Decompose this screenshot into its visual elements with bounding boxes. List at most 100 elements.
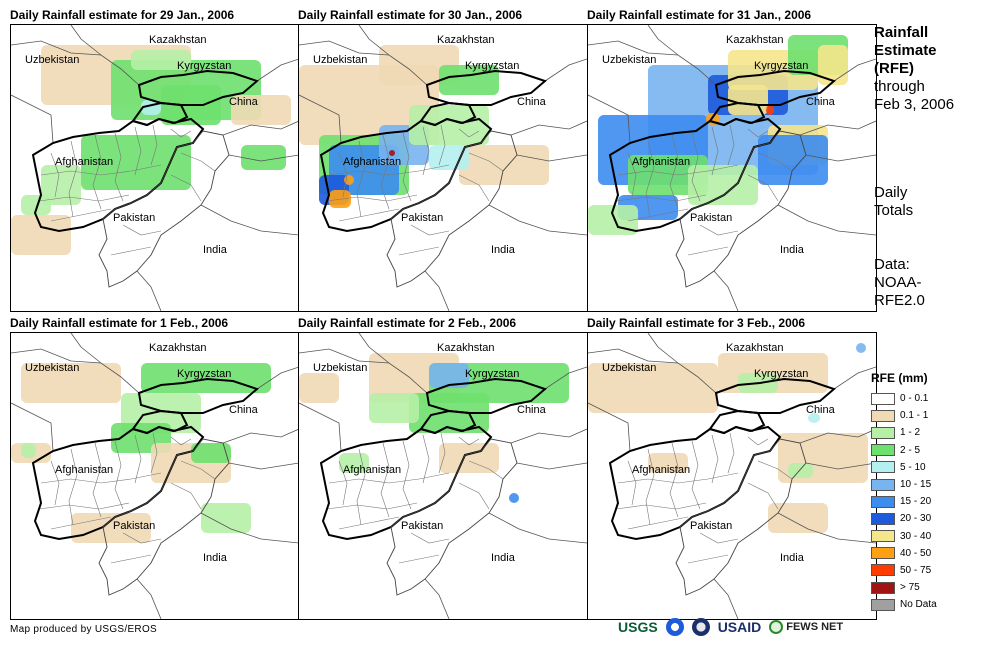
province-border bbox=[757, 460, 793, 480]
pakistan-outline bbox=[675, 130, 807, 288]
panel-title: Daily Rainfall estimate for 1 Feb., 2006 bbox=[10, 316, 229, 330]
legend-title: RFE (mm) bbox=[871, 371, 928, 385]
country-label-kyrgyzstan: Kyrgyzstan bbox=[177, 368, 231, 380]
legend-item: 0 - 0.1 bbox=[871, 390, 937, 407]
rainfall-area bbox=[788, 463, 813, 478]
country-border bbox=[647, 333, 679, 364]
country-border bbox=[424, 578, 450, 619]
province-border bbox=[458, 174, 490, 202]
province-border bbox=[38, 194, 130, 202]
province-border bbox=[699, 224, 739, 236]
province-border bbox=[617, 472, 739, 484]
province-border bbox=[398, 554, 440, 564]
province-border bbox=[757, 152, 793, 172]
province-border bbox=[170, 174, 202, 202]
legend-swatch bbox=[871, 444, 895, 457]
province-border bbox=[338, 208, 400, 222]
map-panel-30-jan: Daily Rainfall estimate for 30 Jan., 200… bbox=[298, 8, 588, 312]
country-border bbox=[228, 462, 299, 470]
province-border bbox=[615, 194, 707, 202]
rainfall-area bbox=[131, 50, 191, 70]
province-border bbox=[422, 434, 430, 484]
province-border bbox=[40, 472, 162, 484]
province-border bbox=[691, 440, 701, 510]
legend-label: 30 - 40 bbox=[900, 530, 932, 542]
country-label-pakistan: Pakistan bbox=[401, 520, 443, 532]
country-label-kazakhstan: Kazakhstan bbox=[149, 342, 206, 354]
usaid-logo: USAID bbox=[718, 619, 762, 635]
province-border bbox=[134, 434, 142, 484]
sidebar-data-source: Data: NOAA- RFE2.0 bbox=[874, 256, 925, 310]
province-border bbox=[68, 448, 78, 526]
credit-text: Map produced by USGS/EROS bbox=[10, 624, 158, 635]
country-label-india: India bbox=[203, 552, 228, 564]
pakistan-outline bbox=[675, 438, 807, 596]
country-border bbox=[544, 58, 587, 82]
country-border bbox=[805, 154, 876, 162]
province-border bbox=[410, 224, 450, 236]
province-border bbox=[134, 126, 142, 176]
province-border bbox=[747, 128, 769, 138]
province-border bbox=[615, 502, 707, 510]
usaid-logo-text: USAID bbox=[717, 619, 762, 635]
sidebar-data-line: RFE2.0 bbox=[874, 292, 925, 309]
country-border bbox=[777, 204, 876, 236]
pakistan-outline bbox=[386, 438, 518, 596]
country-border bbox=[488, 512, 587, 544]
country-label-uzbekistan: Uzbekistan bbox=[25, 362, 79, 374]
legend-label: 1 - 2 bbox=[900, 427, 921, 439]
legend-label: 40 - 50 bbox=[900, 547, 932, 559]
country-label-china: China bbox=[517, 404, 547, 416]
country-border bbox=[358, 25, 390, 56]
province-border bbox=[747, 436, 769, 446]
province-border bbox=[687, 554, 729, 564]
province-border bbox=[180, 460, 216, 480]
sidebar-title-line: (RFE) bbox=[874, 60, 914, 77]
province-border bbox=[180, 152, 216, 172]
sidebar-totals-line: Totals bbox=[874, 202, 914, 219]
country-border bbox=[799, 428, 876, 444]
rainfall-area bbox=[509, 493, 519, 503]
legend-item: 2 - 5 bbox=[871, 442, 937, 459]
rainfall-map: Kazakhstan Uzbekistan Kyrgyzstan China Afgha… bbox=[11, 25, 299, 311]
country-label-uzbekistan: Uzbekistan bbox=[602, 362, 656, 374]
country-label-china: China bbox=[806, 96, 836, 108]
rainfall-area bbox=[369, 393, 419, 423]
province-border bbox=[122, 532, 162, 544]
country-label-china: China bbox=[517, 96, 547, 108]
country-label-kyrgyzstan: Kyrgyzstan bbox=[465, 60, 519, 72]
rainfall-map: Kazakhstan Uzbekistan Kyrgyzstan China Afgha… bbox=[588, 25, 876, 311]
province-border bbox=[627, 460, 637, 506]
country-label-china: China bbox=[806, 404, 836, 416]
rainfall-area bbox=[856, 343, 866, 353]
country-label-kyrgyzstan: Kyrgyzstan bbox=[177, 60, 231, 72]
legend-label: 0.1 - 1 bbox=[900, 410, 929, 422]
country-border bbox=[200, 204, 299, 236]
country-border bbox=[136, 270, 162, 311]
province-border bbox=[711, 434, 719, 484]
province-border bbox=[398, 246, 440, 256]
legend-swatch bbox=[871, 581, 895, 594]
legend-item: 5 - 10 bbox=[871, 459, 937, 476]
country-border bbox=[516, 154, 587, 162]
province-border bbox=[627, 152, 637, 198]
country-label-afghanistan: Afghanistan bbox=[343, 464, 401, 476]
province-border bbox=[645, 448, 655, 526]
province-border bbox=[402, 440, 412, 510]
rainfall-area bbox=[459, 145, 549, 185]
rainfall-map: Kazakhstan Uzbekistan Kyrgyzstan China Afgha… bbox=[299, 25, 587, 311]
province-border bbox=[110, 554, 152, 564]
province-border bbox=[114, 132, 124, 202]
legend-swatch bbox=[871, 426, 895, 439]
province-border bbox=[170, 128, 192, 138]
country-label-uzbekistan: Uzbekistan bbox=[313, 54, 367, 66]
rainfall-area bbox=[766, 105, 774, 115]
country-label-india: India bbox=[780, 552, 805, 564]
rainfall-area bbox=[768, 503, 828, 533]
province-border bbox=[110, 246, 152, 256]
country-border bbox=[11, 402, 54, 452]
province-border bbox=[50, 152, 60, 198]
usgs-logo: USGS bbox=[618, 619, 658, 635]
sidebar-title: Rainfall Estimate (RFE) through Feb 3, 2… bbox=[874, 24, 954, 114]
province-border bbox=[338, 460, 348, 506]
